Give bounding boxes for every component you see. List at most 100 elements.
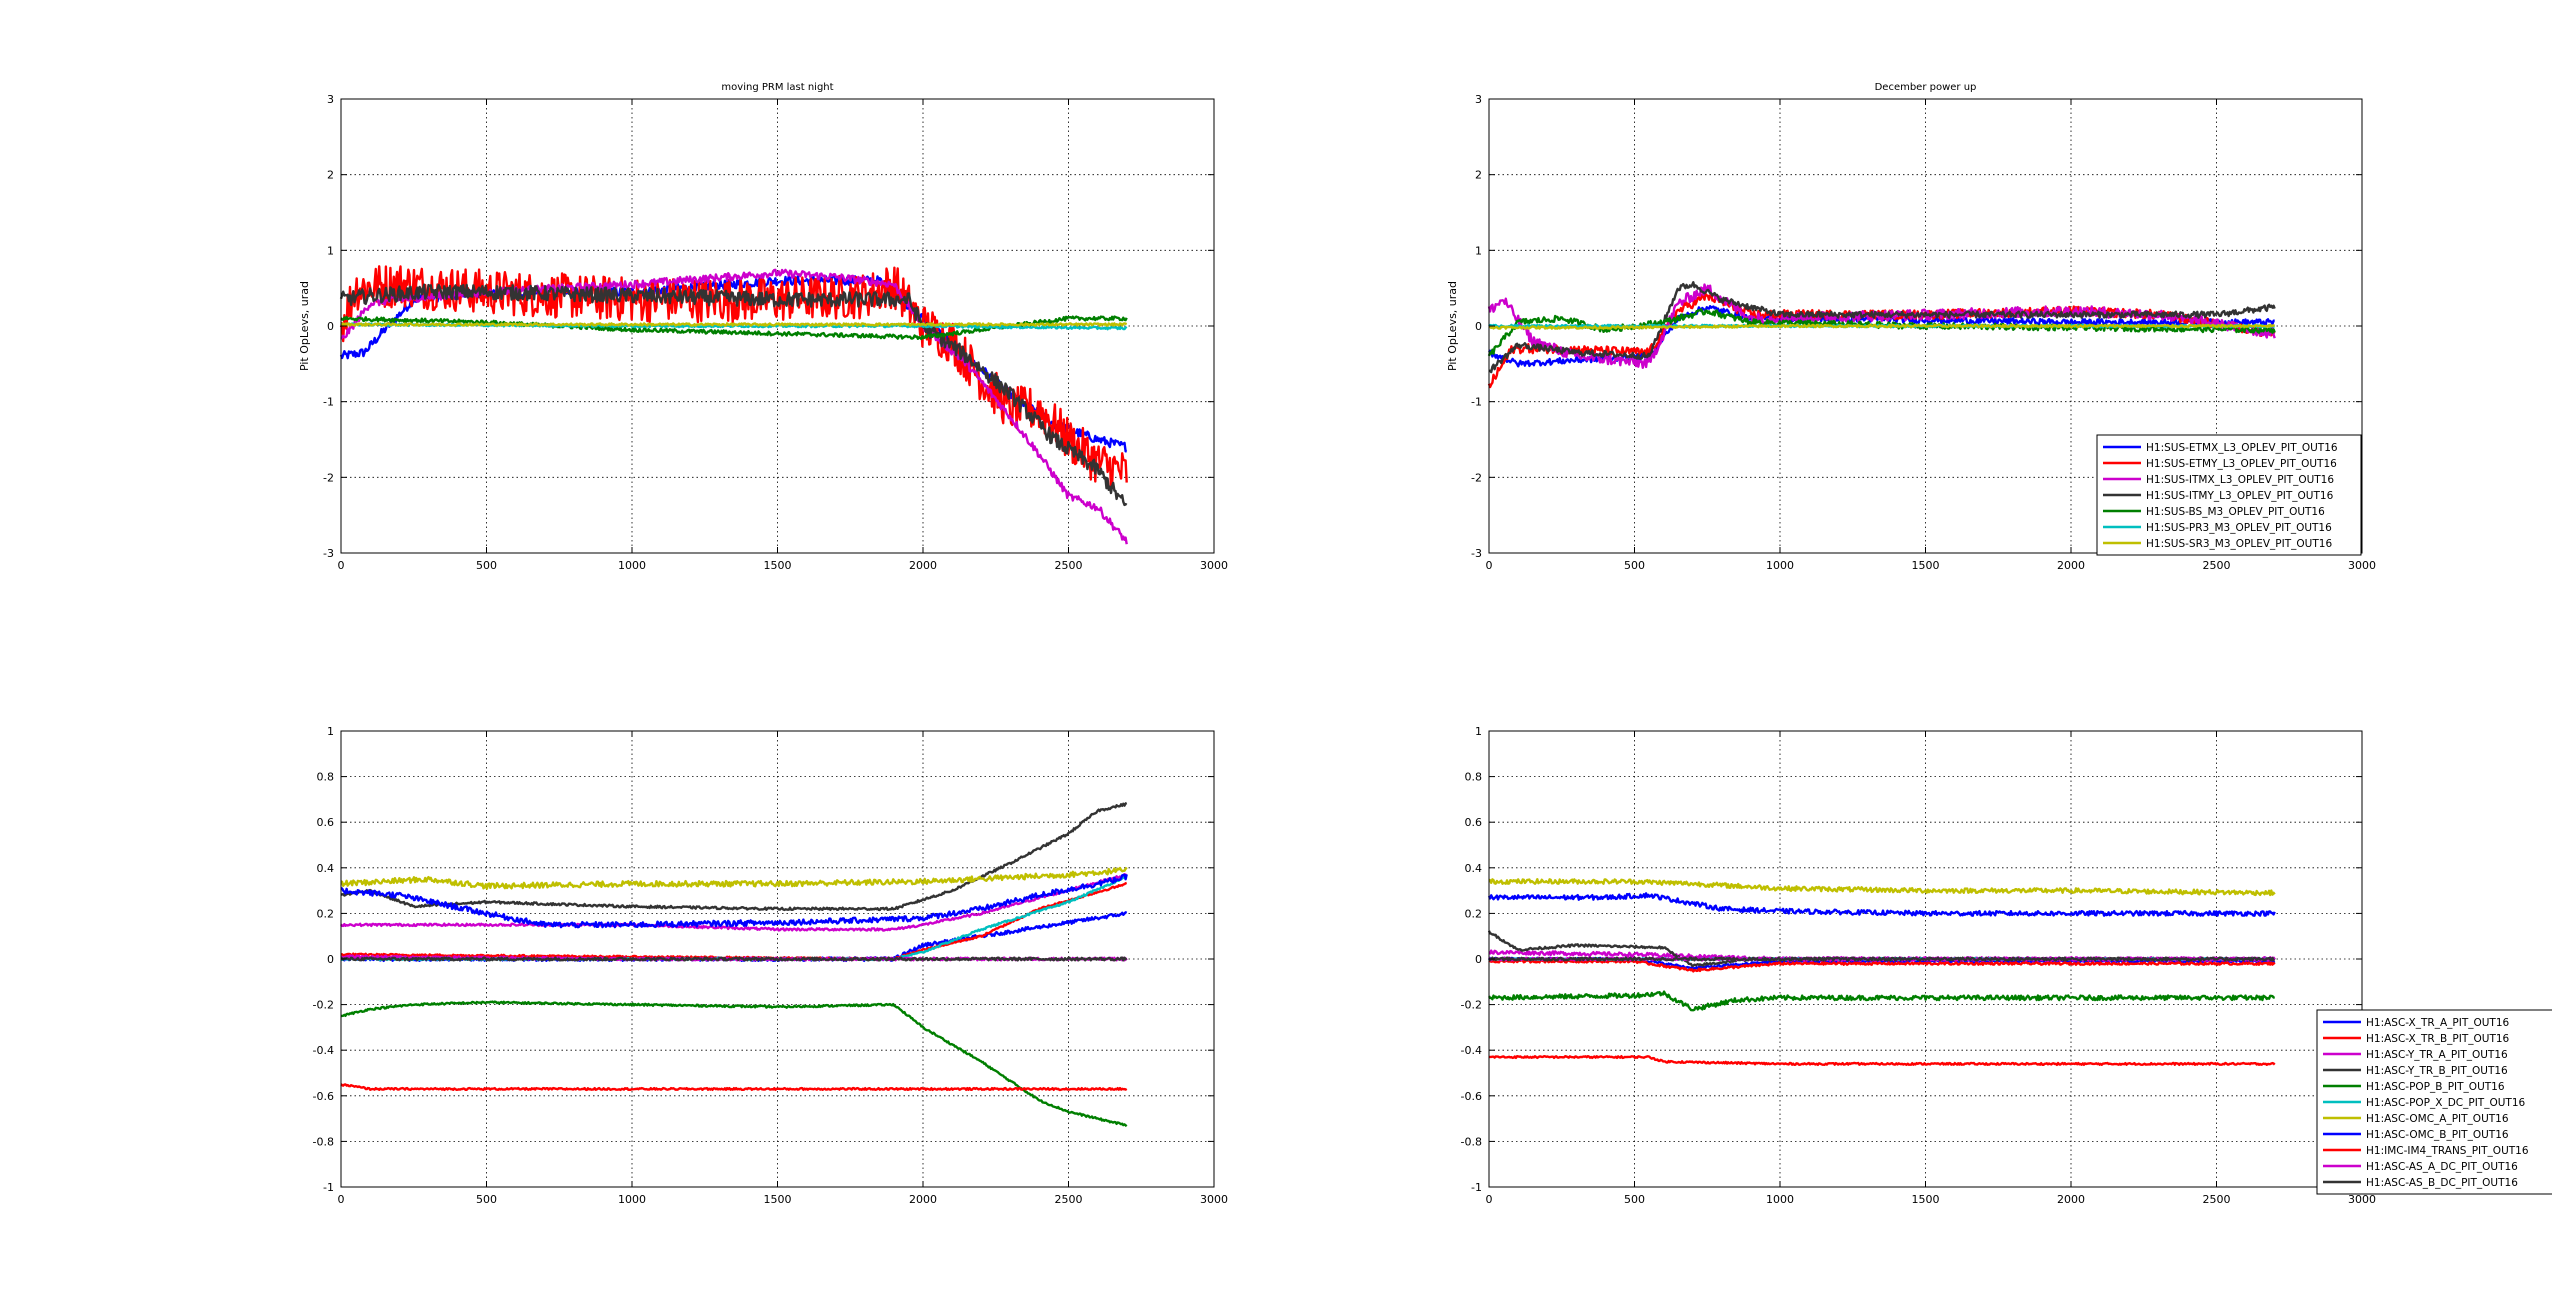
series-line-8 xyxy=(340,873,1128,929)
x-tick-label: 2000 xyxy=(909,1193,937,1206)
legend-entry-label: H1:SUS-PR3_M3_OPLEV_PIT_OUT16 xyxy=(2146,522,2332,534)
x-tick-label: 500 xyxy=(476,1193,497,1206)
legend-entry-label: H1:ASC-POP_X_DC_PIT_OUT16 xyxy=(2366,1097,2526,1109)
series-line-11 xyxy=(1488,956,2275,962)
y-tick-label: 1 xyxy=(1475,244,1482,257)
series-line-4 xyxy=(339,283,1128,507)
panel-moving-prm: moving PRM last night Pit OpLevs, urad 0… xyxy=(298,82,1228,572)
y-tick-label: -1 xyxy=(323,1181,334,1194)
x-tick-label: 2000 xyxy=(2057,559,2085,572)
x-tick-label: 2500 xyxy=(2203,559,2231,572)
y-tick-label: 1 xyxy=(327,725,334,738)
legend-entry-label: H1:ASC-X_TR_A_PIT_OUT16 xyxy=(2366,1017,2510,1029)
series-line-3 xyxy=(340,873,1128,932)
series-line-5 xyxy=(340,1000,1128,1128)
y-tick-label: -1 xyxy=(1471,396,1482,409)
series-line-2 xyxy=(1488,958,2276,973)
y-tick-label: -0.8 xyxy=(313,1135,334,1148)
panel-asc-moving-prm: 0 500 1000 1500 2000 2500 3000 -1 -0.8 -0.6 -0.4 -0… xyxy=(313,725,1228,1206)
y-tick-label: -0.4 xyxy=(313,1044,334,1057)
y-tick-label: -1 xyxy=(323,396,334,409)
y-tick-label: 0.4 xyxy=(317,862,335,875)
panel-december-power-up: December power up Pit OpLevs, urad 0 500 1… xyxy=(1446,82,2376,572)
x-tick-label: 500 xyxy=(1624,559,1645,572)
legend-entry-label: H1:ASC-X_TR_B_PIT_OUT16 xyxy=(2366,1033,2510,1045)
y-tick-label: 3 xyxy=(327,93,334,106)
x-tick-label: 3000 xyxy=(1200,1193,1228,1206)
y-tick-label: 2 xyxy=(1475,169,1482,182)
y-tick-label: -0.6 xyxy=(1461,1090,1482,1103)
legend-entry-label: H1:ASC-Y_TR_B_PIT_OUT16 xyxy=(2366,1065,2508,1077)
x-tick-label: 0 xyxy=(1486,559,1493,572)
series-line-7 xyxy=(1488,878,2276,897)
legend-entry-label: H1:SUS-ETMY_L3_OPLEV_PIT_OUT16 xyxy=(2146,458,2337,470)
y-tick-label: 0.2 xyxy=(317,907,335,920)
x-tick-label: 2500 xyxy=(2203,1193,2231,1206)
legend: H1:SUS-ETMX_L3_OPLEV_PIT_OUT16 H1:SUS-ETM… xyxy=(2096,434,2362,556)
x-tick-label: 2000 xyxy=(909,559,937,572)
y-tick-label: -0.8 xyxy=(1461,1135,1482,1148)
y-tick-label: 0.4 xyxy=(1465,862,1483,875)
series-line-5 xyxy=(1487,308,2276,357)
legend-entry-label: H1:ASC-OMC_B_PIT_OUT16 xyxy=(2366,1129,2509,1141)
y-tick-label: -3 xyxy=(1471,547,1482,560)
x-tick-label: 0 xyxy=(1486,1193,1493,1206)
series-line-2 xyxy=(1487,292,2276,389)
series-line-9 xyxy=(1488,1054,2276,1067)
panel-asc-december: 0 500 1000 1500 2000 2500 3000 -1 -0.8 -0.6 -0.4 -0… xyxy=(1461,725,2552,1206)
chart-title: moving PRM last night xyxy=(721,82,833,93)
legend-entry-label: H1:SUS-ITMX_L3_OPLEV_PIT_OUT16 xyxy=(2146,474,2334,486)
x-tick-label: 1000 xyxy=(618,1193,646,1206)
x-tick-label: 1000 xyxy=(1766,559,1794,572)
y-tick-label: 0.6 xyxy=(1465,816,1483,829)
y-tick-label: 0.8 xyxy=(1465,771,1483,784)
series-line-5 xyxy=(1487,990,2276,1012)
y-tick-label: -0.2 xyxy=(1461,999,1482,1012)
x-tick-label: 1500 xyxy=(764,1193,792,1206)
y-tick-label: 2 xyxy=(327,169,334,182)
chart-title: December power up xyxy=(1875,82,1977,93)
y-tick-label: 1 xyxy=(1475,725,1482,738)
y-tick-label: 0 xyxy=(1475,953,1482,966)
y-axis-label: Pit OpLevs, urad xyxy=(1446,281,1459,371)
series-line-11 xyxy=(340,956,1128,962)
x-tick-label: 1000 xyxy=(1766,1193,1794,1206)
legend-entry-label: H1:ASC-POP_B_PIT_OUT16 xyxy=(2366,1081,2505,1093)
legend-entry-label: H1:SUS-ITMY_L3_OPLEV_PIT_OUT16 xyxy=(2146,490,2334,502)
x-tick-label: 500 xyxy=(1624,1193,1645,1206)
x-tick-label: 2500 xyxy=(1055,559,1083,572)
y-tick-label: -0.4 xyxy=(1461,1044,1482,1057)
y-tick-label: 0.8 xyxy=(317,771,335,784)
y-tick-label: -0.6 xyxy=(313,1090,334,1103)
legend-entry-label: H1:ASC-OMC_A_PIT_OUT16 xyxy=(2366,1113,2509,1125)
x-tick-label: 3000 xyxy=(2348,559,2376,572)
x-tick-label: 0 xyxy=(338,1193,345,1206)
x-tick-label: 2500 xyxy=(1055,1193,1083,1206)
series-line-9 xyxy=(340,1083,1128,1092)
y-tick-label: -1 xyxy=(1471,1181,1482,1194)
y-tick-label: 0 xyxy=(327,953,334,966)
series-line-8 xyxy=(1487,892,2276,917)
x-tick-label: 1500 xyxy=(764,559,792,572)
legend-entry-label: H1:IMC-IM4_TRANS_PIT_OUT16 xyxy=(2366,1145,2529,1157)
y-tick-label: 0 xyxy=(327,320,334,333)
y-tick-label: 0.6 xyxy=(317,816,335,829)
y-axis-label: Pit OpLevs, urad xyxy=(298,281,311,371)
x-tick-label: 3000 xyxy=(1200,559,1228,572)
series-line-4 xyxy=(340,801,1128,912)
x-tick-label: 0 xyxy=(338,559,345,572)
y-tick-label: -0.2 xyxy=(313,999,334,1012)
x-tick-label: 1500 xyxy=(1912,1193,1940,1206)
x-tick-label: 1500 xyxy=(1912,559,1940,572)
legend-entry-label: H1:ASC-AS_A_DC_PIT_OUT16 xyxy=(2366,1161,2518,1173)
y-tick-label: 0.2 xyxy=(1465,907,1483,920)
legend-entry-label: H1:SUS-ETMX_L3_OPLEV_PIT_OUT16 xyxy=(2146,442,2338,454)
y-tick-label: 3 xyxy=(1475,93,1482,106)
legend-entry-label: H1:ASC-Y_TR_A_PIT_OUT16 xyxy=(2366,1049,2508,1061)
y-tick-label: 0 xyxy=(1475,320,1482,333)
y-tick-label: -2 xyxy=(1471,471,1482,484)
legend-entry-label: H1:ASC-AS_B_DC_PIT_OUT16 xyxy=(2366,1177,2518,1189)
y-tick-label: -2 xyxy=(323,471,334,484)
legend-entry-label: H1:SUS-BS_M3_OPLEV_PIT_OUT16 xyxy=(2146,506,2325,518)
